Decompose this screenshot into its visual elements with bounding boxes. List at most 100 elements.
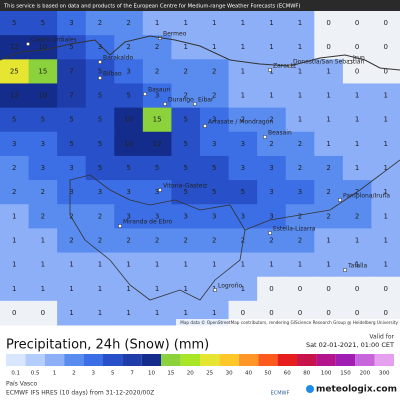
grid-value: 2 xyxy=(155,67,159,75)
grid-value: 1 xyxy=(183,285,187,293)
precip-cell xyxy=(114,276,144,302)
precip-cell xyxy=(285,35,315,60)
grid-value: 5 xyxy=(98,67,102,75)
precip-cell xyxy=(142,35,172,60)
legend-swatch xyxy=(25,354,45,366)
city-label: Tafalla xyxy=(347,263,367,270)
precip-cell xyxy=(57,252,87,278)
precip-cell xyxy=(171,107,201,133)
legend-swatch xyxy=(103,354,123,366)
precip-cell xyxy=(371,180,400,205)
brand-icon xyxy=(306,385,314,393)
grid-value: 2 xyxy=(298,236,302,244)
precip-cell xyxy=(171,252,201,278)
grid-value: 1 xyxy=(241,43,245,51)
grid-value: 1 xyxy=(155,309,159,317)
grid-value: 2 xyxy=(126,19,130,27)
precip-cell xyxy=(85,228,115,254)
precip-cell xyxy=(85,155,115,181)
grid-value: 1 xyxy=(12,212,16,220)
city-label: Beasain xyxy=(268,130,292,137)
legend-swatch xyxy=(200,354,220,366)
precip-cell xyxy=(57,83,87,109)
city-dot xyxy=(98,60,102,64)
grid-value: 1 xyxy=(326,236,330,244)
grid-value: 1 xyxy=(155,285,159,293)
grid-value: 5 xyxy=(98,116,102,124)
grid-value: 1 xyxy=(383,116,387,124)
ecmwf-logo: ECMWF xyxy=(271,391,290,397)
precip-cell xyxy=(57,155,87,181)
grid-value: 1 xyxy=(269,19,273,27)
precip-cell xyxy=(0,35,30,60)
grid-value: 2 xyxy=(98,19,102,27)
city-dot xyxy=(268,68,272,72)
grid-value: 2 xyxy=(326,212,330,220)
precip-cell xyxy=(85,204,115,229)
grid-value: 1 xyxy=(355,140,359,148)
legend-label: 3 xyxy=(92,371,96,377)
grid-value: 2 xyxy=(355,212,359,220)
border xyxy=(244,159,400,231)
precip-cell xyxy=(57,11,87,36)
precip-cell xyxy=(200,11,230,36)
grid-value: 0 xyxy=(326,285,330,293)
precip-cell xyxy=(0,131,30,157)
precip-cell xyxy=(257,11,287,36)
grid-value: 1 xyxy=(326,140,330,148)
precip-cell xyxy=(171,35,201,60)
legend-label: 30 xyxy=(226,371,233,377)
precip-cell xyxy=(314,83,344,109)
grid-value: 10 xyxy=(124,116,133,124)
grid-value: 12 xyxy=(153,140,162,148)
legend-label: 10 xyxy=(148,371,155,377)
grid-value: 1 xyxy=(155,19,159,27)
city-dot xyxy=(98,76,102,80)
grid-value: 1 xyxy=(383,140,387,148)
border xyxy=(69,174,246,301)
grid-value: 12 xyxy=(10,92,19,100)
city-label: Vitoria-Gasteiz xyxy=(163,183,207,190)
precip-cell xyxy=(342,252,372,278)
precip-cell xyxy=(285,11,315,36)
grid-value: 2 xyxy=(212,92,216,100)
city-label: Donostia/San Sebastián xyxy=(293,59,365,66)
grid-value: 1 xyxy=(41,285,45,293)
precip-cell xyxy=(342,155,372,181)
grid-value: 3 xyxy=(155,92,159,100)
precip-cell xyxy=(314,11,344,36)
grid-value: 1 xyxy=(183,261,187,269)
precip-cell xyxy=(142,107,172,133)
precip-cell xyxy=(257,180,287,205)
grid-value: 2 xyxy=(269,140,273,148)
precip-cell xyxy=(0,180,30,205)
legend: 0.1 0.5 1 2 3 5 7 10 15 20 25 30 40 50 60 80 100 150 200 30… xyxy=(6,354,394,377)
legend-label: 25 xyxy=(206,371,213,377)
precip-cell xyxy=(285,180,315,205)
precip-cell xyxy=(342,276,372,302)
legend-label: 50 xyxy=(264,371,271,377)
grid-value: 0 xyxy=(326,309,330,317)
grid-value: 3 xyxy=(69,188,73,196)
legend-swatch xyxy=(355,354,375,366)
legend-swatch xyxy=(180,354,200,366)
grid-value: 5 xyxy=(155,164,159,172)
precip-cell xyxy=(285,228,315,254)
precip-cell xyxy=(342,11,372,36)
precip-cell xyxy=(28,59,58,84)
precip-cell xyxy=(171,59,201,84)
precip-cell xyxy=(28,228,58,254)
precip-cell xyxy=(114,59,144,84)
precip-cell xyxy=(285,276,315,302)
precip-cell xyxy=(314,131,344,157)
grid-value: 1 xyxy=(41,236,45,244)
grid-value: 3 xyxy=(126,188,130,196)
grid-value: 3 xyxy=(241,212,245,220)
precip-cell xyxy=(257,35,287,60)
precip-cell xyxy=(114,180,144,205)
precip-cell xyxy=(0,59,30,84)
precip-cell xyxy=(200,204,230,229)
grid-value: 2 xyxy=(183,236,187,244)
grid-value: 3 xyxy=(212,212,216,220)
grid-value: 0 xyxy=(41,309,45,317)
